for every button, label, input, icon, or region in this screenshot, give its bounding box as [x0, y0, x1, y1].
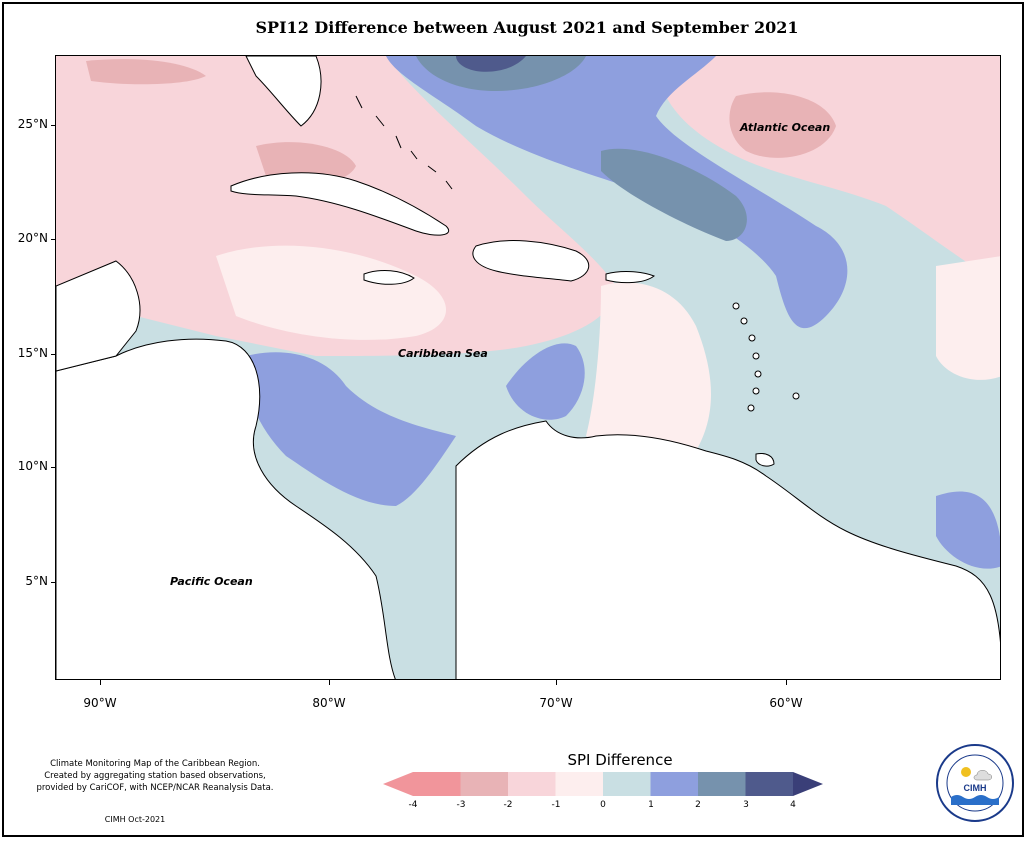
cloud-icon: [973, 770, 992, 781]
lat-tick-20n: [51, 239, 55, 240]
legend-title: SPI Difference: [567, 751, 673, 769]
cuba-island: [230, 172, 449, 236]
credit-line-1: Climate Monitoring Map of the Caribbean …: [50, 759, 260, 769]
lesser-antilles-islands: [732, 302, 800, 412]
central-america-landmass: [56, 338, 396, 679]
legend-tick-0: 0: [600, 800, 606, 810]
trinidad-island: [755, 453, 775, 467]
legend-swatch-3: [508, 772, 556, 796]
legend-swatch-1: [413, 772, 461, 796]
jamaica-island: [363, 270, 415, 285]
lat-label-25n: 25°N: [17, 117, 48, 131]
legend-swatch-5: [603, 772, 651, 796]
lon-tick-60w: [786, 680, 787, 685]
spi-map: [56, 56, 1000, 679]
legend-swatch-8: [745, 772, 793, 796]
legend-tick-minus2: -2: [503, 800, 513, 810]
spi-zone-minus1-south: [586, 282, 711, 459]
spi-zone-plus1-band: [386, 56, 848, 329]
lat-label-20n: 20°N: [17, 231, 48, 245]
spi-zone-minus2-atlantic: [729, 92, 836, 158]
lon-label-60w: 60°W: [769, 696, 803, 710]
lon-tick-90w: [100, 680, 101, 685]
yucatan-landmass: [56, 260, 141, 372]
spi-zone-minus1-cent: [216, 245, 446, 340]
south-america-landmass: [455, 420, 1000, 679]
caribbean-sea-label: Caribbean Sea: [398, 347, 488, 360]
hispaniola-island: [472, 240, 589, 282]
atlantic-ocean-label: Atlantic Ocean: [740, 121, 831, 134]
spi-zone-plus2-central: [601, 148, 747, 241]
lon-label-70w: 70°W: [539, 696, 573, 710]
lat-tick-15n: [51, 354, 55, 355]
pacific-ocean-label: Pacific Ocean: [170, 575, 253, 588]
wave-icon: [951, 795, 999, 805]
cimh-logo: CIMH: [936, 744, 1014, 822]
legend-swatch-7: [698, 772, 746, 796]
legend-tick-minus1: -1: [551, 800, 561, 810]
logo-text: CIMH: [964, 783, 987, 793]
lat-label-15n: 15°N: [17, 346, 48, 360]
credit-line-2: Created by aggregating station based obs…: [44, 771, 266, 781]
spi-zone-minus1-east: [936, 256, 1000, 380]
spi-zone-minus2-nwcorner: [86, 59, 206, 85]
spi-zone-plus3-north: [456, 56, 526, 72]
sun-icon: [961, 767, 971, 777]
legend-arrow-left: [383, 772, 413, 796]
lat-label-5n: 5°N: [25, 574, 48, 588]
lat-tick-25n: [51, 125, 55, 126]
spi-zone-plus1-west: [245, 352, 456, 506]
map-credits: Climate Monitoring Map of the Caribbean …: [20, 758, 290, 794]
legend-arrow-right: [793, 772, 823, 796]
legend-tick-4: 4: [790, 800, 796, 810]
map-title: SPI12 Difference between August 2021 and…: [255, 18, 799, 37]
lon-tick-70w: [556, 680, 557, 685]
spi-zone-minus2-cuba: [256, 142, 356, 183]
credit-line-3: provided by CariCOF, with NCEP/NCAR Rean…: [36, 783, 274, 793]
legend-swatch-4: [555, 772, 603, 796]
lat-tick-10n: [51, 467, 55, 468]
legend-colorbar: [383, 772, 823, 796]
lon-label-90w: 90°W: [83, 696, 117, 710]
lat-label-10n: 10°N: [17, 459, 48, 473]
lon-tick-80w: [329, 680, 330, 685]
spi-zone-plus1-se: [936, 491, 1000, 569]
lon-label-80w: 80°W: [312, 696, 346, 710]
legend-swatch-2: [460, 772, 508, 796]
spi-zone-minus1-nw: [56, 56, 616, 356]
florida-landmass: [245, 56, 322, 127]
legend-tick-3: 3: [743, 800, 749, 810]
spi-zone-plus2-north: [416, 56, 586, 91]
legend-tick-1: 1: [648, 800, 654, 810]
puerto-rico-island: [605, 271, 655, 284]
legend-swatch-6: [650, 772, 698, 796]
lat-tick-5n: [51, 582, 55, 583]
map-panel: Atlantic Ocean Caribbean Sea Pacific Oce…: [55, 55, 1001, 680]
legend-tick-2: 2: [695, 800, 701, 810]
credit-date: CIMH Oct-2021: [104, 815, 166, 824]
spi-zone-plus1-south-central: [506, 343, 585, 420]
legend-tick-minus3: -3: [456, 800, 466, 810]
bahamas-islands: [355, 95, 453, 190]
legend-tick-minus4: -4: [408, 800, 418, 810]
